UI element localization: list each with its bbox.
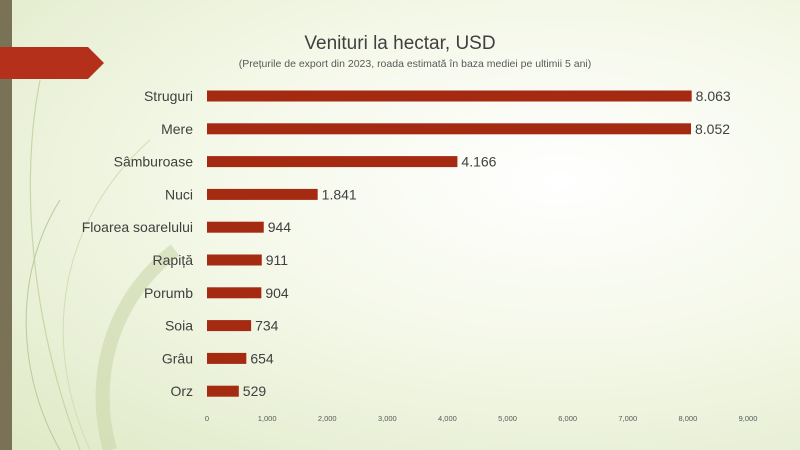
bar	[207, 156, 458, 168]
bar	[207, 123, 692, 135]
bar	[207, 221, 264, 233]
bar	[207, 90, 692, 102]
category-label: Soia	[165, 318, 193, 334]
x-tick-label: 5,000	[498, 414, 517, 423]
category-label: Grâu	[162, 350, 193, 366]
data-label: 734	[255, 318, 279, 334]
data-label: 8.063	[696, 88, 731, 104]
data-label: 944	[268, 219, 292, 235]
bar	[207, 352, 247, 364]
bar	[207, 287, 262, 299]
chart-title: Venituri la hectar, USD	[304, 33, 496, 54]
data-label: 4.166	[461, 154, 496, 170]
x-tick-label: 7,000	[618, 414, 637, 423]
data-label: 911	[266, 252, 289, 268]
bar	[207, 188, 318, 200]
x-tick-label: 1,000	[258, 414, 277, 423]
x-tick-label: 2,000	[318, 414, 337, 423]
category-label: Orz	[170, 383, 193, 399]
data-label: 529	[243, 383, 267, 399]
category-label: Floarea soarelului	[82, 219, 193, 235]
x-tick-label: 0	[205, 414, 209, 423]
category-label: Struguri	[144, 88, 193, 104]
arrow-banner	[0, 47, 104, 79]
data-label: 8.052	[695, 121, 730, 137]
x-tick-label: 3,000	[378, 414, 397, 423]
x-tick-label: 9,000	[739, 414, 758, 423]
x-tick-label: 4,000	[438, 414, 457, 423]
category-label: Sâmburoase	[114, 154, 194, 170]
x-tick-label: 6,000	[558, 414, 577, 423]
category-label: Rapiță	[153, 252, 194, 268]
x-tick-label: 8,000	[678, 414, 697, 423]
bar	[207, 320, 252, 332]
left-decor-stripe	[0, 0, 12, 450]
data-label: 904	[265, 285, 289, 301]
data-label: 1.841	[322, 186, 357, 202]
bar	[207, 385, 239, 397]
category-label: Mere	[161, 121, 193, 137]
data-label: 654	[250, 350, 274, 366]
category-label: Nuci	[165, 186, 193, 202]
category-label: Porumb	[144, 285, 193, 301]
bar	[207, 254, 262, 266]
chart-subtitle: (Prețurile de export din 2023, roada est…	[238, 58, 592, 70]
